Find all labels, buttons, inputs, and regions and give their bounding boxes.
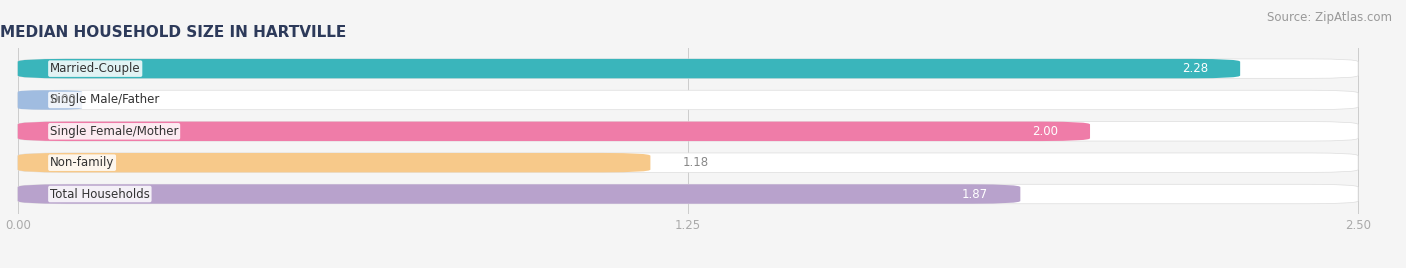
- FancyBboxPatch shape: [18, 184, 1358, 204]
- FancyBboxPatch shape: [18, 90, 1358, 110]
- FancyBboxPatch shape: [18, 153, 651, 172]
- FancyBboxPatch shape: [18, 122, 1358, 141]
- Text: Single Male/Father: Single Male/Father: [51, 94, 159, 106]
- Text: Single Female/Mother: Single Female/Mother: [51, 125, 179, 138]
- FancyBboxPatch shape: [18, 59, 1240, 78]
- Text: Total Households: Total Households: [51, 188, 150, 200]
- Text: 2.28: 2.28: [1182, 62, 1208, 75]
- FancyBboxPatch shape: [18, 153, 1358, 172]
- FancyBboxPatch shape: [18, 122, 1090, 141]
- FancyBboxPatch shape: [18, 59, 1358, 78]
- Text: Non-family: Non-family: [51, 156, 114, 169]
- Text: Married-Couple: Married-Couple: [51, 62, 141, 75]
- Text: 2.00: 2.00: [1032, 125, 1057, 138]
- Text: 1.18: 1.18: [682, 156, 709, 169]
- Text: 1.87: 1.87: [962, 188, 988, 200]
- Text: 0.00: 0.00: [51, 94, 76, 106]
- FancyBboxPatch shape: [18, 90, 82, 110]
- FancyBboxPatch shape: [18, 184, 1021, 204]
- Text: Source: ZipAtlas.com: Source: ZipAtlas.com: [1267, 11, 1392, 24]
- Text: MEDIAN HOUSEHOLD SIZE IN HARTVILLE: MEDIAN HOUSEHOLD SIZE IN HARTVILLE: [0, 25, 346, 40]
